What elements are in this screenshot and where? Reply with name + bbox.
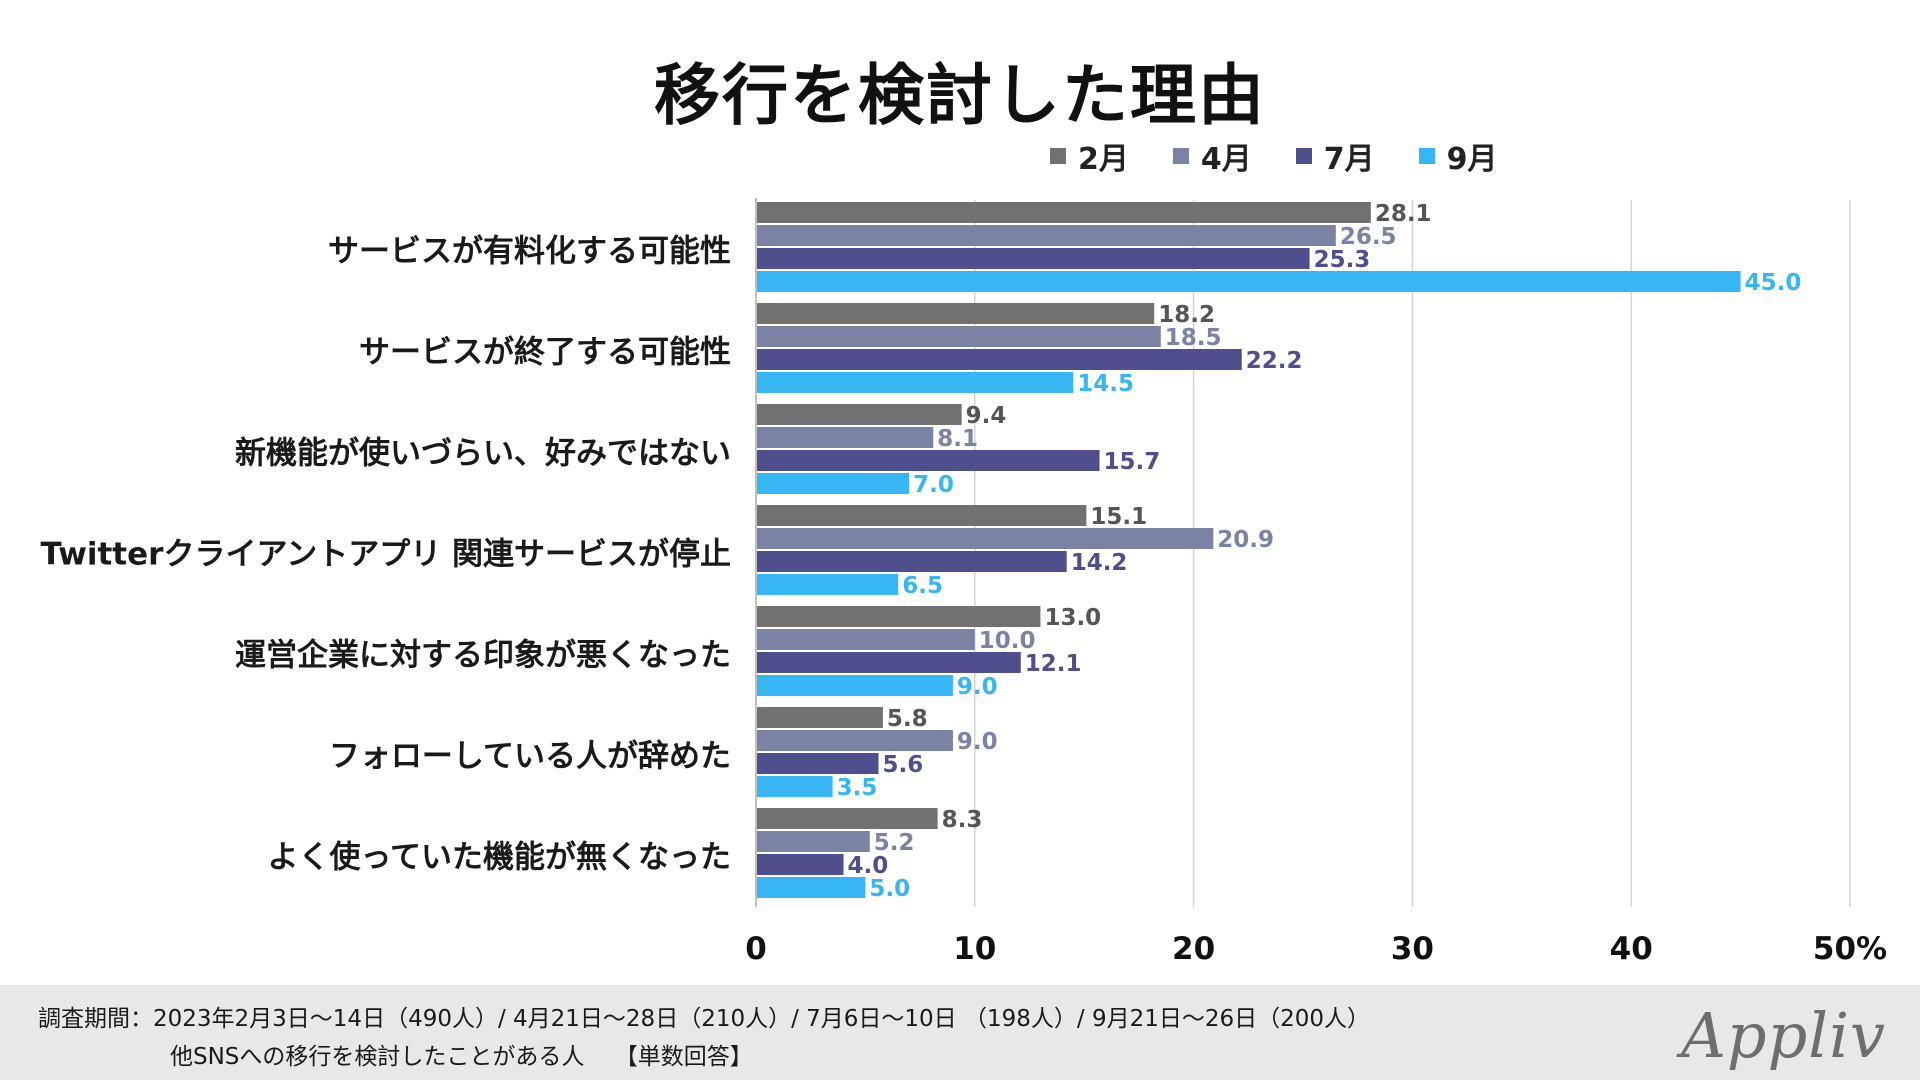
data-label: 26.5 [1340,224,1397,250]
category-label: Twitterクライアントアプリ 関連サービスが停止 [40,537,731,573]
bar [756,551,1067,572]
data-label: 6.5 [902,573,943,599]
x-tick-label: 40 [1610,931,1653,967]
bar [756,753,879,774]
data-label: 13.0 [1044,605,1101,631]
x-tick-label: 10 [953,931,996,967]
data-label: 9.0 [957,674,998,700]
data-label: 28.1 [1375,201,1432,227]
data-label: 4.0 [848,853,889,879]
data-label: 22.2 [1246,348,1303,374]
category-label: 新機能が使いづらい、好みではない [235,436,731,472]
bar [756,730,953,751]
bar-chart: 28.126.525.3 45.0 サービスが有料化する可能性 18.218.5 22.… [40,198,1887,967]
x-tick-label: 0 [745,931,767,967]
bar [756,854,844,875]
bar [756,675,953,696]
bar [756,326,1161,347]
data-label: 9.4 [966,403,1007,429]
bar [756,528,1214,549]
data-label: 15.7 [1104,449,1161,475]
legend-swatch [1295,148,1312,164]
legend-label: 7月 [1323,142,1375,177]
legend: 2月 4月 7月 9月 [1050,134,1542,178]
x-tick-label: 20 [1172,931,1215,967]
bar [756,225,1336,246]
legend-swatch [1172,148,1189,164]
category-label: 運営企業に対する印象が悪くなった [235,638,731,674]
bar [756,808,938,829]
data-label: 5.6 [883,752,924,778]
bar [756,707,883,728]
legend-item: 2月 [1050,134,1129,178]
data-label: 20.9 [1217,527,1274,553]
bar [756,652,1021,673]
data-label: 8.3 [942,807,983,833]
bar [756,574,899,595]
category-label: サービスが有料化する可能性 [328,234,731,270]
survey-period-text: 調査期間：2023年2月3日〜14日（490人）/ 4月21日〜28日（210人… [38,1006,1371,1032]
data-label: 7.0 [913,472,954,498]
bar [756,404,962,425]
bar [756,248,1310,269]
legend-label: 4月 [1200,142,1252,177]
data-label: 9.0 [957,729,998,755]
bar [756,877,866,898]
legend-swatch [1050,148,1066,164]
bar [756,776,833,797]
data-label: 45.0 [1745,270,1802,296]
legend-item: 9月 [1418,134,1498,178]
survey-target-text: 他SNSへの移行を検討したことがある人 【単数回答】 [170,1044,753,1070]
bar [756,303,1155,324]
data-label: 5.0 [869,876,910,902]
data-label: 18.2 [1158,302,1215,328]
data-label: 8.1 [937,426,978,452]
brand-logo: Appliv [1681,999,1886,1072]
bar [756,473,910,494]
data-label: 15.1 [1090,504,1147,530]
legend-item: 7月 [1295,134,1375,178]
category-label: フォローしている人が辞めた [329,739,731,775]
bar [756,606,1041,627]
legend-item: 4月 [1172,134,1252,178]
bar [756,629,975,650]
data-label: 25.3 [1314,247,1371,273]
category-label: よく使っていた機能が無くなった [268,840,731,876]
x-tick-label: 50% [1813,931,1887,967]
data-label: 5.8 [887,706,928,732]
x-tick-label: 30 [1391,931,1434,967]
data-label: 14.5 [1077,371,1134,397]
chart-title: 移行を検討した理由 [654,57,1266,134]
bar [756,505,1087,526]
data-label: 10.0 [979,628,1036,654]
bar [756,271,1741,292]
data-label: 14.2 [1071,550,1128,576]
data-label: 3.5 [837,775,878,801]
bar [756,372,1074,393]
bar [756,349,1242,370]
legend-label: 9月 [1446,142,1498,177]
footer: 調査期間：2023年2月3日〜14日（490人）/ 4月21日〜28日（210人… [0,985,1920,1080]
legend-swatch [1418,148,1435,164]
bar [756,831,870,852]
category-label: サービスが終了する可能性 [359,335,731,371]
bar [756,202,1371,223]
bar [756,450,1100,471]
bar [756,427,934,448]
data-label: 18.5 [1165,325,1222,351]
data-label: 12.1 [1025,651,1082,677]
legend-label: 2月 [1078,142,1129,177]
data-label: 5.2 [874,830,915,856]
